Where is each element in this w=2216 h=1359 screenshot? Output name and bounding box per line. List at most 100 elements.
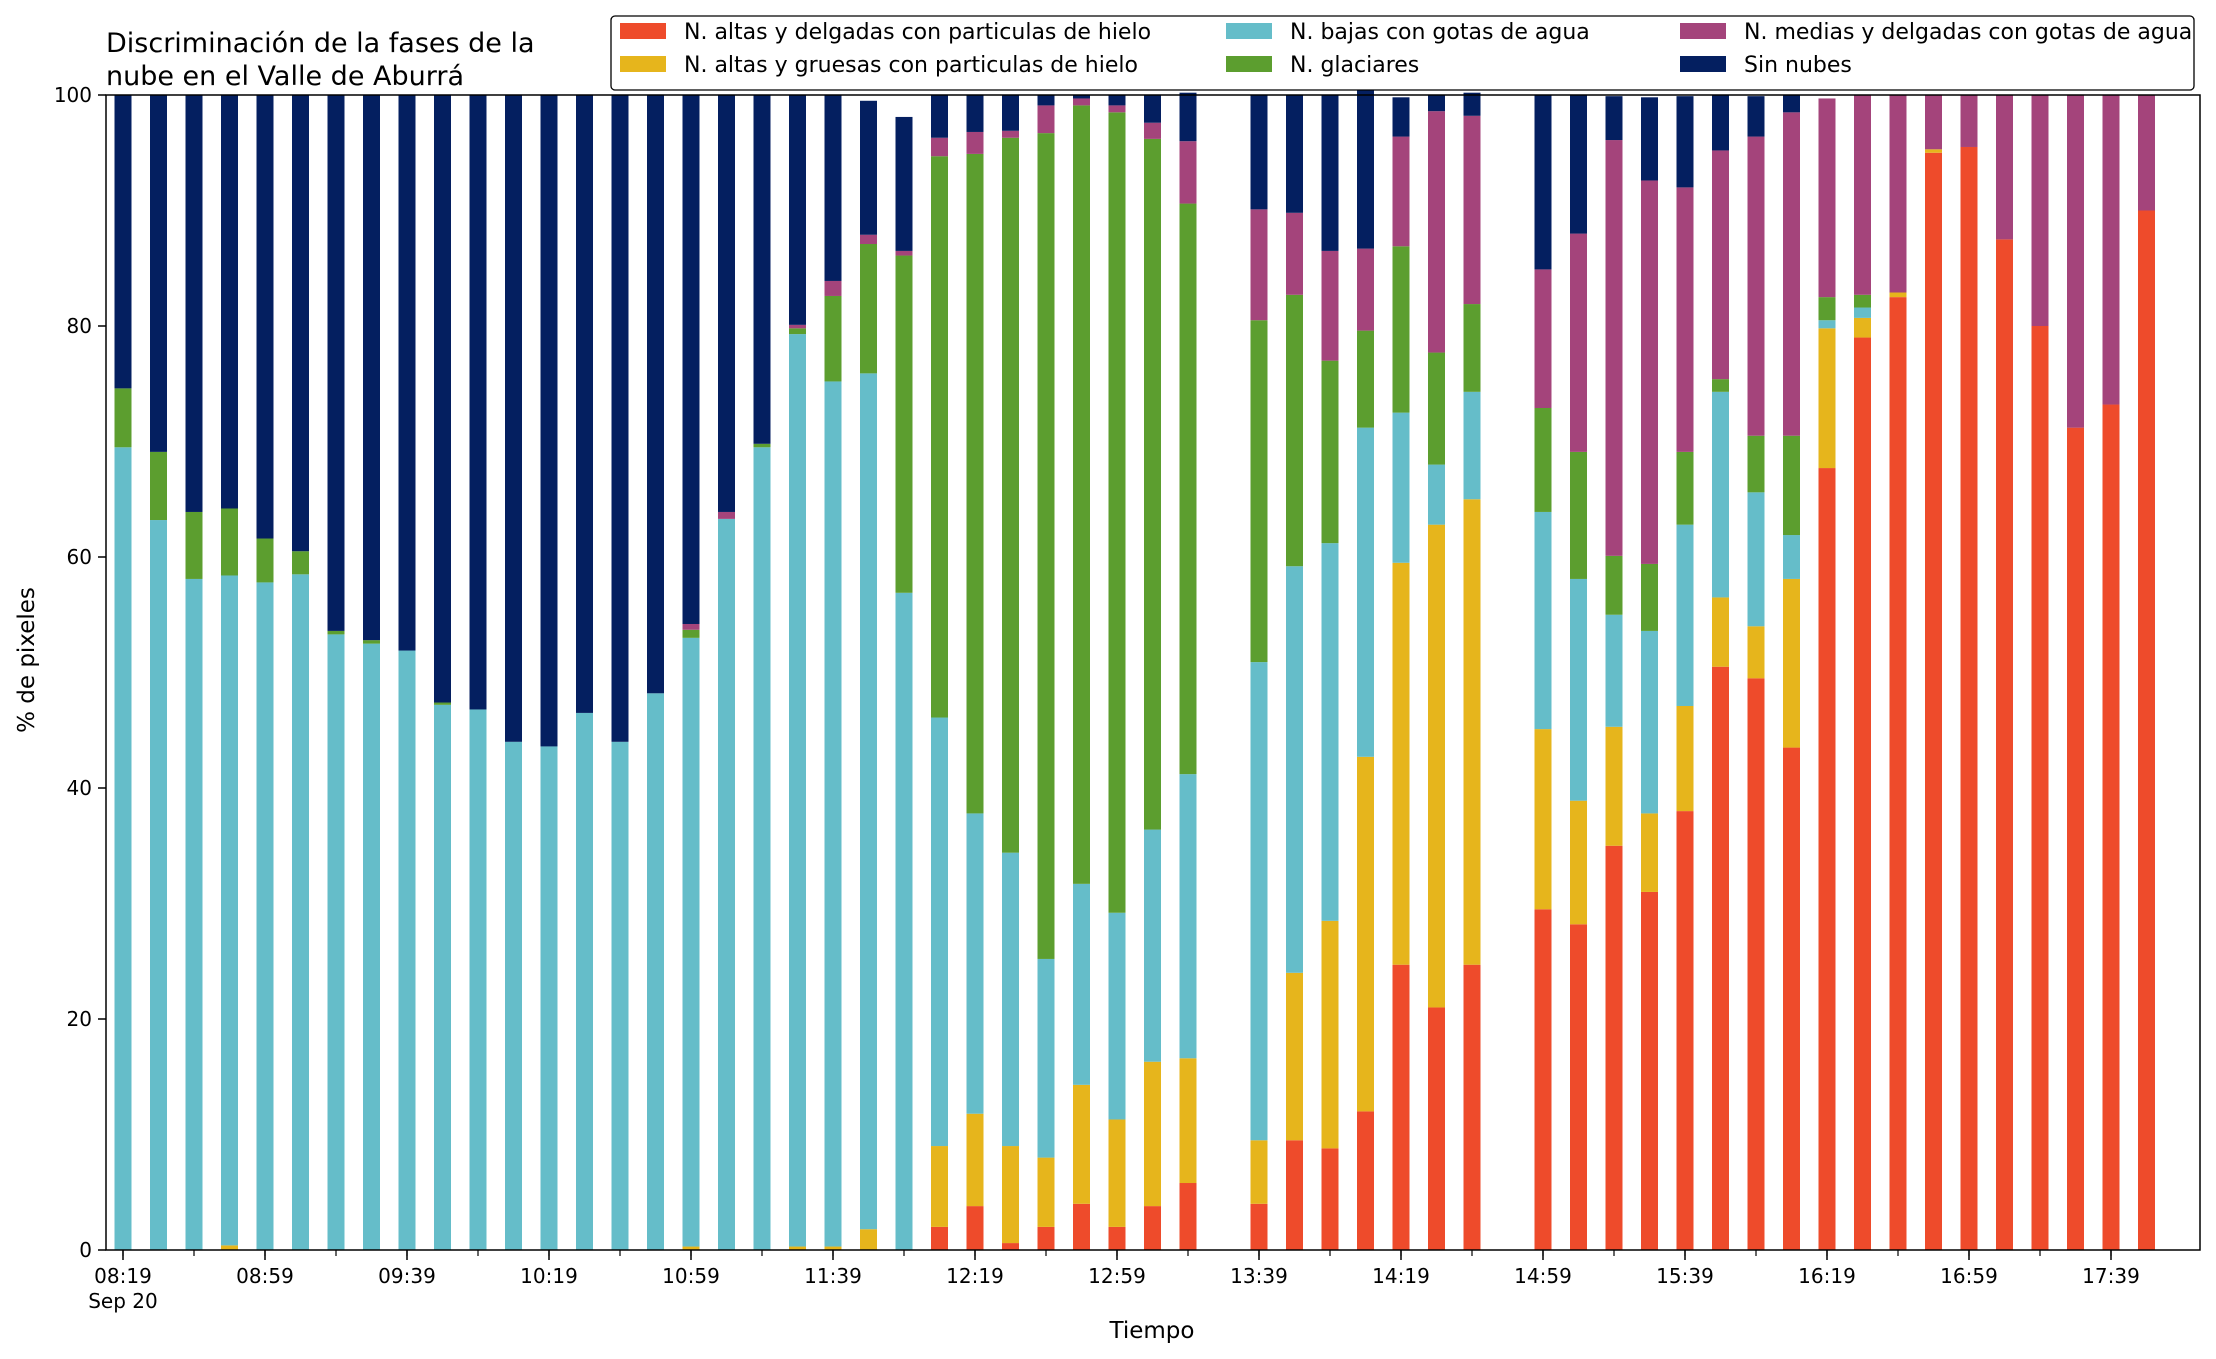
legend-label: N. altas y delgadas con particulas de hi… bbox=[684, 20, 1151, 45]
bar-segment bbox=[1179, 774, 1197, 1059]
bar-segment bbox=[1179, 92, 1197, 142]
bar-segment bbox=[789, 324, 806, 329]
bar-segment bbox=[611, 741, 629, 1250]
bar-segment bbox=[1641, 813, 1658, 892]
bar-segment bbox=[1712, 666, 1729, 1250]
bar-segment bbox=[1108, 1226, 1126, 1250]
y-tick-label: 40 bbox=[67, 776, 92, 800]
bar-segment bbox=[150, 451, 167, 521]
legend-swatch bbox=[1680, 23, 1726, 39]
bar-segment bbox=[1925, 95, 1942, 150]
bar-segment bbox=[1570, 924, 1587, 1250]
bar-segment bbox=[292, 95, 309, 552]
bar-segment bbox=[789, 1246, 806, 1250]
bar-segment bbox=[753, 447, 771, 1250]
bar-segment bbox=[1357, 427, 1374, 757]
bar-segment bbox=[221, 1245, 238, 1250]
bar-segment bbox=[1641, 891, 1658, 1250]
bar-segment bbox=[1712, 379, 1729, 392]
bar-segment bbox=[1073, 883, 1090, 1085]
bar-segment bbox=[327, 95, 345, 631]
legend-swatch bbox=[620, 23, 666, 39]
bar-segment bbox=[1960, 95, 1978, 147]
bar-segment bbox=[1605, 614, 1623, 727]
bar-segment bbox=[1321, 543, 1339, 921]
bar-segment bbox=[1108, 105, 1126, 113]
bar-segment bbox=[682, 95, 700, 624]
bar-segment bbox=[1783, 435, 1800, 536]
bar-segment bbox=[1321, 95, 1339, 251]
x-tick-label: 12:59 bbox=[1088, 1264, 1146, 1288]
bar-segment bbox=[1818, 328, 1836, 469]
bar-segment bbox=[2067, 427, 2084, 1250]
bar-segment bbox=[2031, 95, 2049, 326]
bar-segment bbox=[824, 381, 842, 1247]
bar-segment bbox=[1676, 524, 1694, 706]
y-tick-label: 60 bbox=[67, 545, 92, 569]
bar-segment bbox=[1534, 729, 1552, 910]
bar-segment bbox=[540, 95, 558, 747]
bar-segment bbox=[895, 592, 913, 1250]
bar-segment bbox=[824, 95, 842, 281]
bar-segment bbox=[1144, 1061, 1161, 1207]
bar-segment bbox=[114, 95, 132, 389]
bar-segment bbox=[1712, 95, 1729, 151]
bar-segment bbox=[221, 575, 238, 1246]
bar-segment bbox=[1179, 141, 1197, 204]
bar-segment bbox=[1428, 524, 1445, 1008]
bar-segment bbox=[114, 388, 132, 448]
bar-segment bbox=[1037, 95, 1055, 106]
bar-segment bbox=[1996, 239, 2013, 1251]
bar-segment bbox=[1463, 92, 1481, 116]
bar-segment bbox=[1321, 360, 1339, 544]
bar-segment bbox=[966, 1113, 984, 1207]
legend-swatch bbox=[620, 56, 666, 72]
bar-segment bbox=[185, 95, 203, 512]
bar-segment bbox=[292, 551, 309, 575]
bar-segment bbox=[1286, 294, 1303, 567]
bar-segment bbox=[327, 634, 345, 1250]
bar-segment bbox=[931, 1146, 948, 1227]
bar-segment bbox=[1676, 96, 1694, 188]
x-tick-label: 12:19 bbox=[946, 1264, 1004, 1288]
chart-title-line-1: Discriminación de la fases de la bbox=[106, 28, 535, 59]
bar-segment bbox=[824, 295, 842, 382]
bar-segment bbox=[789, 328, 806, 335]
bar-segment bbox=[1854, 294, 1871, 308]
bar-segment bbox=[682, 1246, 700, 1250]
bar-segment bbox=[931, 717, 948, 1147]
bar-segment bbox=[2102, 404, 2120, 1250]
bar-segment bbox=[1854, 337, 1871, 1250]
bar-segment bbox=[2067, 95, 2084, 428]
bar-segment bbox=[1144, 122, 1161, 139]
legend-label: N. glaciares bbox=[1290, 53, 1419, 78]
legend-label: N. altas y gruesas con particulas de hie… bbox=[684, 53, 1138, 78]
bar-segment bbox=[1783, 95, 1800, 113]
x-tick-label: 09:39 bbox=[378, 1264, 436, 1288]
bar-segment bbox=[1534, 511, 1552, 730]
bar-segment bbox=[150, 520, 167, 1250]
bar-segment bbox=[1073, 105, 1090, 884]
bar-segment bbox=[1570, 451, 1587, 579]
bar-segment bbox=[1357, 756, 1374, 1112]
bar-segment bbox=[753, 95, 771, 444]
bar-segment bbox=[1605, 96, 1623, 141]
bar-segment bbox=[682, 629, 700, 638]
bar-segment bbox=[1534, 269, 1552, 408]
bar-segment bbox=[1747, 136, 1765, 436]
bar-segment bbox=[469, 709, 487, 1250]
bar-segment bbox=[1676, 451, 1694, 525]
bar-segment bbox=[1570, 800, 1587, 925]
bar-segment bbox=[1108, 912, 1126, 1120]
bar-segment bbox=[1428, 1007, 1445, 1250]
bar-segment bbox=[718, 511, 735, 519]
bar-segment bbox=[789, 334, 806, 1247]
bar-segment bbox=[1605, 140, 1623, 556]
bar-segment bbox=[363, 95, 380, 641]
bar-segment bbox=[1286, 212, 1303, 295]
bar-segment bbox=[398, 95, 416, 651]
bar-segment bbox=[1250, 1203, 1268, 1250]
bar-segment bbox=[256, 582, 274, 1250]
bar-segment bbox=[1463, 304, 1481, 392]
bar-segment bbox=[185, 511, 203, 579]
